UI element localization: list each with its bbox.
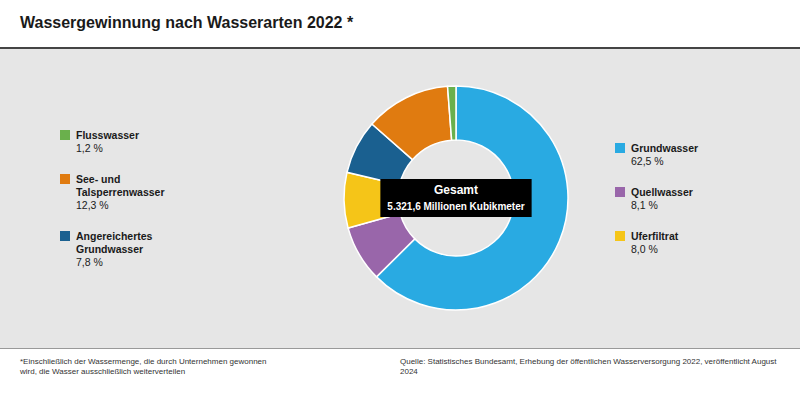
chart: Wassergewinnung nach Wasserarten 2022 * G… <box>0 0 800 400</box>
category-label: Uferfiltrat <box>631 230 679 242</box>
slice-label: AngereichertesGrundwasser7,8 % <box>60 230 153 268</box>
category-label-line: Flusswasser <box>76 129 139 141</box>
value-label: 12,3 % <box>76 199 109 211</box>
footnote-line: Quelle: Statistisches Bundesamt, Erhebun… <box>400 357 777 366</box>
label-swatch <box>615 231 625 241</box>
value-label: 1,2 % <box>76 142 103 154</box>
panel-background <box>0 48 800 348</box>
slice-label: Grundwasser62,5 % <box>615 142 698 167</box>
footnote-line: wird, die Wasser ausschließlich weiterve… <box>19 367 185 376</box>
slice-label: Flusswasser1,2 % <box>60 129 139 154</box>
donut <box>344 86 568 310</box>
slice-label: Quellwasser8,1 % <box>615 186 693 211</box>
label-swatch <box>615 187 625 197</box>
center-box <box>380 179 531 217</box>
title: Wassergewinnung nach Wasserarten 2022 * <box>20 14 354 31</box>
category-label-line: Grundwasser <box>631 142 698 154</box>
center-label: Gesamt 5.321,6 Millionen Kubikmeter <box>380 179 531 217</box>
category-label-line: See- und <box>76 173 120 185</box>
value-label: 7,8 % <box>76 256 103 268</box>
label-swatch <box>60 174 70 184</box>
center-label-line: Gesamt <box>434 183 478 197</box>
label-swatch <box>60 231 70 241</box>
label-swatch <box>60 130 70 140</box>
value-label: 8,1 % <box>631 199 658 211</box>
slice-label: Uferfiltrat8,0 % <box>615 230 679 255</box>
category-label-line: Angereichertes <box>76 230 153 242</box>
value-label: 8,0 % <box>631 243 658 255</box>
footnote: Quelle: Statistisches Bundesamt, Erhebun… <box>400 357 777 376</box>
donut-slice <box>372 86 452 159</box>
footnote-line: *Einschließlich der Wassermenge, die dur… <box>20 357 267 366</box>
footnote: *Einschließlich der Wassermenge, die dur… <box>19 357 267 376</box>
value-label: 62,5 % <box>631 155 664 167</box>
top-separator <box>0 47 800 49</box>
label-swatch <box>615 143 625 153</box>
page-background <box>0 0 800 400</box>
category-label: Grundwasser <box>631 142 698 154</box>
category-label: Quellwasser <box>631 186 693 198</box>
category-label-line: Quellwasser <box>631 186 693 198</box>
category-label-line: Grundwasser <box>76 243 143 255</box>
bottom-separator <box>0 348 800 349</box>
footnote-line: 2024 <box>400 367 418 376</box>
category-label-line: Talsperrenwasser <box>76 186 165 198</box>
slice-label: See- undTalsperrenwasser12,3 % <box>60 173 165 211</box>
category-label: See- undTalsperrenwasser <box>76 173 165 198</box>
category-label: Flusswasser <box>76 129 139 141</box>
category-label: AngereichertesGrundwasser <box>76 230 153 255</box>
center-label-line: 5.321,6 Millionen Kubikmeter <box>387 201 524 212</box>
category-label-line: Uferfiltrat <box>631 230 679 242</box>
donut-slice <box>448 86 456 140</box>
